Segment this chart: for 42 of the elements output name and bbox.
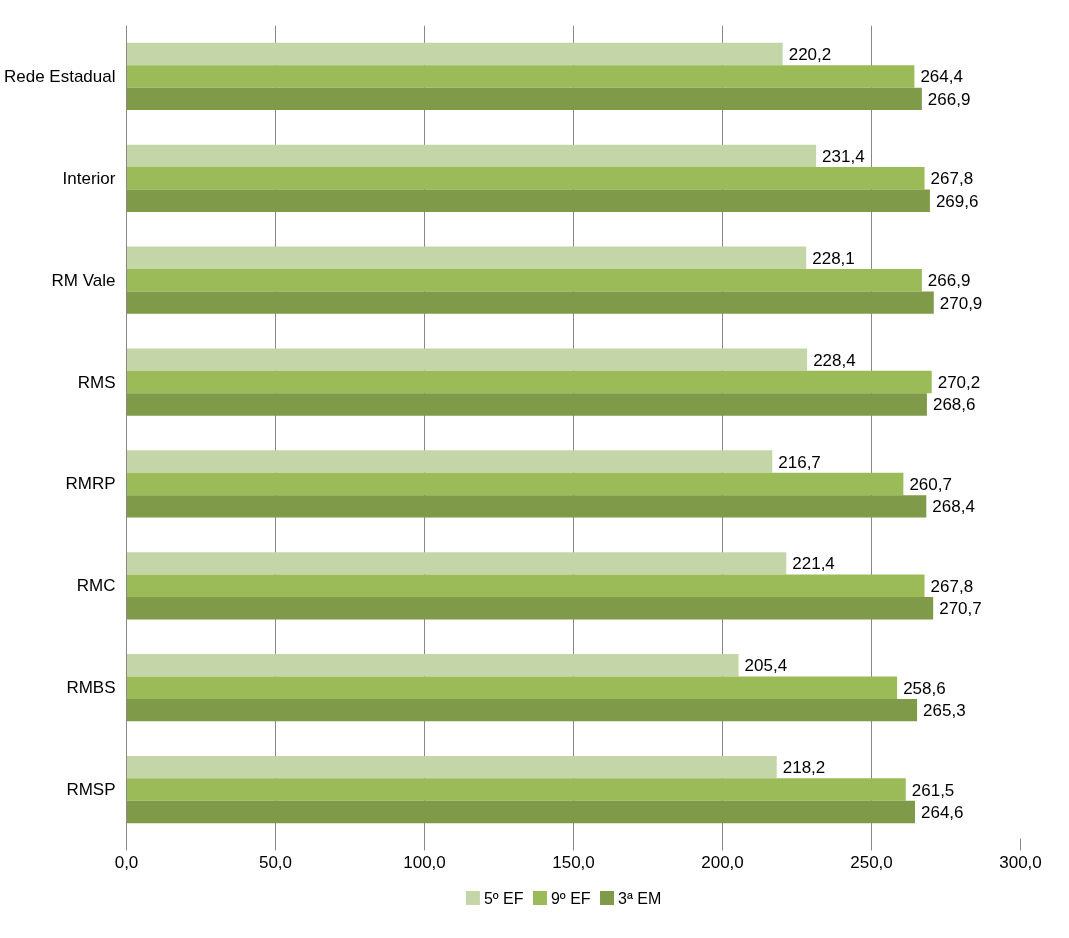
y-tick-label: RMBS [66,678,116,698]
y-tick-label: RMC [76,576,116,596]
data-label: 261,5 [911,780,955,800]
data-label: 258,6 [903,678,946,698]
data-label: 260,7 [909,474,952,494]
data-label: 228,4 [813,350,856,370]
data-label: 231,4 [822,146,865,166]
data-label: 267,8 [930,576,974,596]
data-label: 218,2 [782,758,826,778]
y-tick-label: RMRP [65,474,116,494]
x-tick-label: 300,0 [999,852,1042,872]
y-tick-label: RMS [77,372,116,392]
data-label: 266,9 [927,89,971,109]
x-tick-label: 200,0 [701,852,744,872]
data-label: 270,7 [939,599,982,619]
data-label: 228,1 [812,248,855,268]
data-label: 267,8 [930,169,974,189]
y-tick-label: RMSP [66,780,116,800]
data-label: 205,4 [744,656,788,676]
legend-label: 5º EF [483,889,524,907]
y-tick-label: Interior [62,168,116,188]
data-label: 265,3 [923,701,966,721]
data-label: 266,9 [927,271,971,291]
data-label: 268,6 [932,395,976,415]
data-label: 269,6 [935,191,979,211]
x-tick-label: 100,0 [403,852,446,872]
x-tick-label: 150,0 [552,852,595,872]
x-tick-label: 50,0 [258,852,293,872]
data-label: 270,9 [939,293,983,313]
data-label: 221,4 [792,554,835,574]
legend-label: 9º EF [550,889,591,907]
y-tick-label: Rede Estadual [3,66,116,86]
x-tick-label: 250,0 [850,852,893,872]
data-label: 270,2 [937,373,981,393]
legend-label: 3ª EM [618,889,662,907]
x-tick-label: 0,0 [114,852,139,872]
data-label: 264,4 [920,67,963,87]
data-label: 216,7 [778,452,821,472]
data-label: 268,4 [932,497,975,517]
data-label: 220,2 [788,45,832,65]
data-label: 264,6 [921,802,964,822]
y-tick-label: RM Vale [51,270,116,290]
